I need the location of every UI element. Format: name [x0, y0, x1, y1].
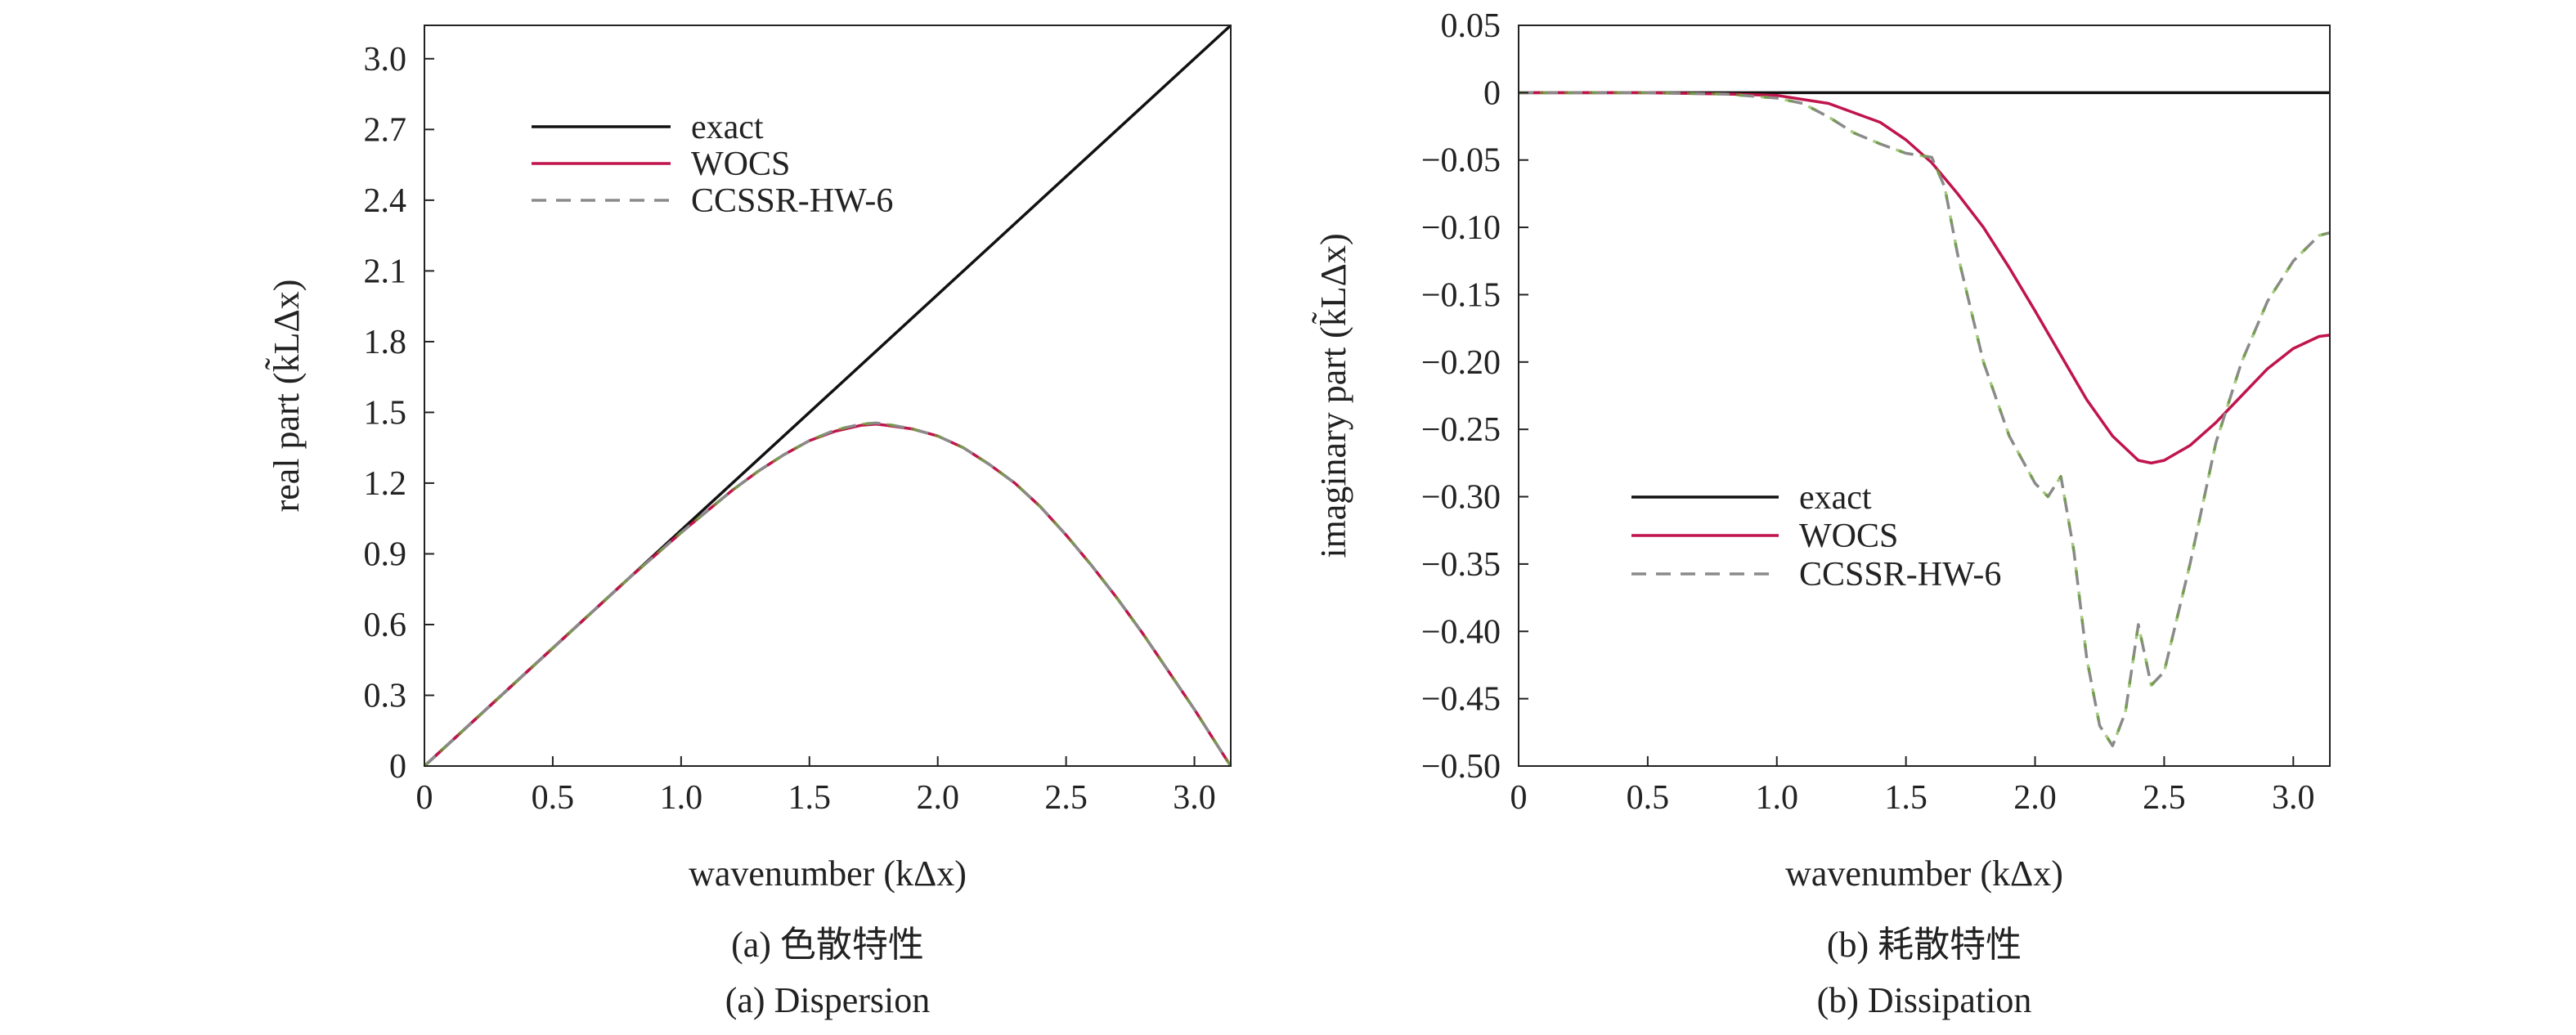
- dissipation-y-axis-label: imaginary part (k̃LΔx): [1313, 233, 1353, 558]
- dissipation-y-tick-label: −0.35: [1421, 546, 1501, 584]
- dispersion-plot-frame: [424, 25, 1232, 767]
- dissipation-series-wocs: [1519, 91, 2331, 465]
- dissipation-ticks: 0 0.5 1.0 1.5 2.0 2.5 3.0 0.05 0 −0.05 −0.10 −0.15 −…: [1421, 7, 2315, 817]
- dispersion-y-axis-label: real part (k̃LΔx): [266, 280, 307, 513]
- dissipation-series-ccssr-hw-6: [1519, 91, 2331, 748]
- dispersion-y-tick-label: 1.2: [364, 465, 407, 503]
- dissipation-legend-label-exact: exact: [1799, 479, 1872, 517]
- dissipation-legend-label-wocs: WOCS: [1799, 518, 1898, 555]
- dispersion-x-axis-label: wavenumber (kΔx): [689, 854, 967, 894]
- dispersion-x-tick-label: 2.0: [916, 779, 959, 817]
- dispersion-y-tick-label: 0: [389, 748, 406, 786]
- dispersion-y-tick-label: 2.4: [364, 182, 407, 220]
- dissipation-y-tick-label: −0.25: [1421, 411, 1501, 449]
- caption-right-chinese: (b) 耗散特性: [1827, 925, 2022, 965]
- dissipation-x-tick-label: 1.0: [1756, 779, 1799, 817]
- dissipation-legend-label-ccssr-hw-6: CCSSR-HW-6: [1799, 556, 2001, 594]
- dissipation-series-ccssr-hw-6-accent: [1519, 91, 2331, 748]
- dispersion-y-tick-label: 0.3: [364, 677, 407, 715]
- dissipation-y-tick-label: −0.50: [1421, 748, 1501, 786]
- dispersion-series-layer: [423, 24, 1232, 768]
- dispersion-x-tick-label: 0: [416, 779, 433, 817]
- dissipation-x-tick-label: 0: [1510, 779, 1528, 817]
- dissipation-plot-frame: [1518, 25, 2331, 767]
- dispersion-series-ccssr-hw-6: [423, 421, 1232, 768]
- dispersion-y-tick-label: 3.0: [364, 41, 407, 78]
- caption-left-chinese: (a) 色散特性: [731, 925, 924, 965]
- dispersion-ticks: 0 0.5 1.0 1.5 2.0 2.5 3.0 0 0.3 0.6 0.9 1.2 1.5 1.8 2.…: [364, 41, 1216, 817]
- dispersion-y-tick-label: 2.7: [364, 111, 407, 149]
- dissipation-series-layer: [1519, 91, 2331, 748]
- dissipation-x-axis-label: wavenumber (kΔx): [1785, 854, 2063, 894]
- caption-right-english: (b) Dissipation: [1817, 980, 2032, 1020]
- dispersion-y-tick-label: 0.6: [364, 607, 407, 644]
- dispersion-x-tick-label: 0.5: [532, 779, 575, 817]
- dispersion-y-tick-label: 1.8: [364, 324, 407, 361]
- dispersion-x-tick-label: 3.0: [1173, 779, 1216, 817]
- dissipation-y-tick-label: −0.30: [1421, 479, 1501, 517]
- dissipation-x-tick-label: 0.5: [1627, 779, 1670, 817]
- dispersion-x-tick-label: 1.0: [660, 779, 703, 817]
- dispersion-y-tick-label: 2.1: [364, 253, 407, 290]
- dissipation-y-tick-label: −0.15: [1421, 276, 1501, 314]
- dissipation-x-tick-label: 3.0: [2272, 779, 2315, 817]
- dispersion-series-ccssr-hw-6-accent: [423, 421, 1232, 768]
- dispersion-series-wocs: [423, 423, 1232, 768]
- dispersion-x-tick-label: 2.5: [1044, 779, 1088, 817]
- dissipation-y-tick-label: −0.40: [1421, 613, 1501, 651]
- dispersion-legend-label-exact: exact: [691, 109, 764, 146]
- dispersion-y-tick-label: 0.9: [364, 535, 407, 573]
- dispersion-y-tick-label: 1.5: [364, 394, 407, 432]
- dissipation-x-tick-label: 1.5: [1884, 779, 1928, 817]
- caption-left-english: (a) Dispersion: [725, 980, 931, 1020]
- dissipation-y-tick-label: 0.05: [1441, 7, 1501, 45]
- dissipation-y-tick-label: −0.20: [1421, 344, 1501, 382]
- dissipation-x-tick-label: 2.0: [2013, 779, 2057, 817]
- dispersion-legend-label-wocs: WOCS: [691, 146, 790, 183]
- dispersion-x-tick-label: 1.5: [788, 779, 832, 817]
- dissipation-chart: 0 0.5 1.0 1.5 2.0 2.5 3.0 0.05 0 −0.05 −0.10 −0.15 −…: [1313, 7, 2331, 894]
- dissipation-y-tick-label: −0.05: [1421, 142, 1501, 180]
- dispersion-chart: 0 0.5 1.0 1.5 2.0 2.5 3.0 0 0.3 0.6 0.9 1.2 1.5 1.8 2.…: [266, 24, 1232, 894]
- dispersion-legend-label-ccssr-hw-6: CCSSR-HW-6: [691, 182, 893, 220]
- dissipation-x-tick-label: 2.5: [2143, 779, 2186, 817]
- dissipation-y-tick-label: −0.45: [1421, 681, 1501, 719]
- dissipation-y-tick-label: −0.10: [1421, 209, 1501, 247]
- dissipation-y-tick-label: 0: [1483, 74, 1501, 112]
